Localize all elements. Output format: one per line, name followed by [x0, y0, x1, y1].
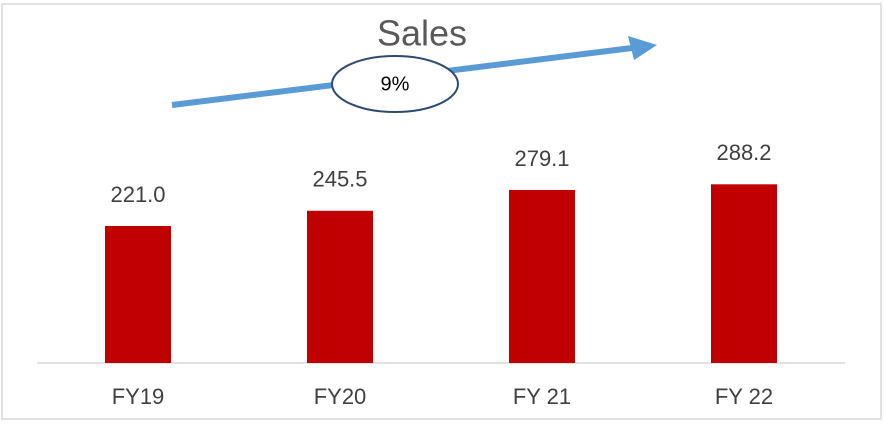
annotation-ellipse: [331, 55, 459, 113]
trend-arrow-head: [628, 36, 657, 60]
bar: [711, 184, 777, 363]
annotation: 9%: [381, 73, 410, 95]
data-label: 288.2: [716, 140, 771, 165]
x-tick-label: FY19: [112, 384, 165, 409]
data-label: 245.5: [312, 167, 367, 192]
x-tick-label: FY 22: [715, 384, 773, 409]
bar: [509, 189, 575, 363]
x-tick-label: FY 21: [513, 384, 571, 409]
bar: [307, 210, 373, 363]
chart-title: Sales: [377, 13, 467, 54]
data-label: 279.1: [514, 146, 569, 171]
data-label: 221.0: [110, 182, 165, 207]
x-tick-label: FY20: [314, 384, 367, 409]
bar: [105, 225, 171, 363]
